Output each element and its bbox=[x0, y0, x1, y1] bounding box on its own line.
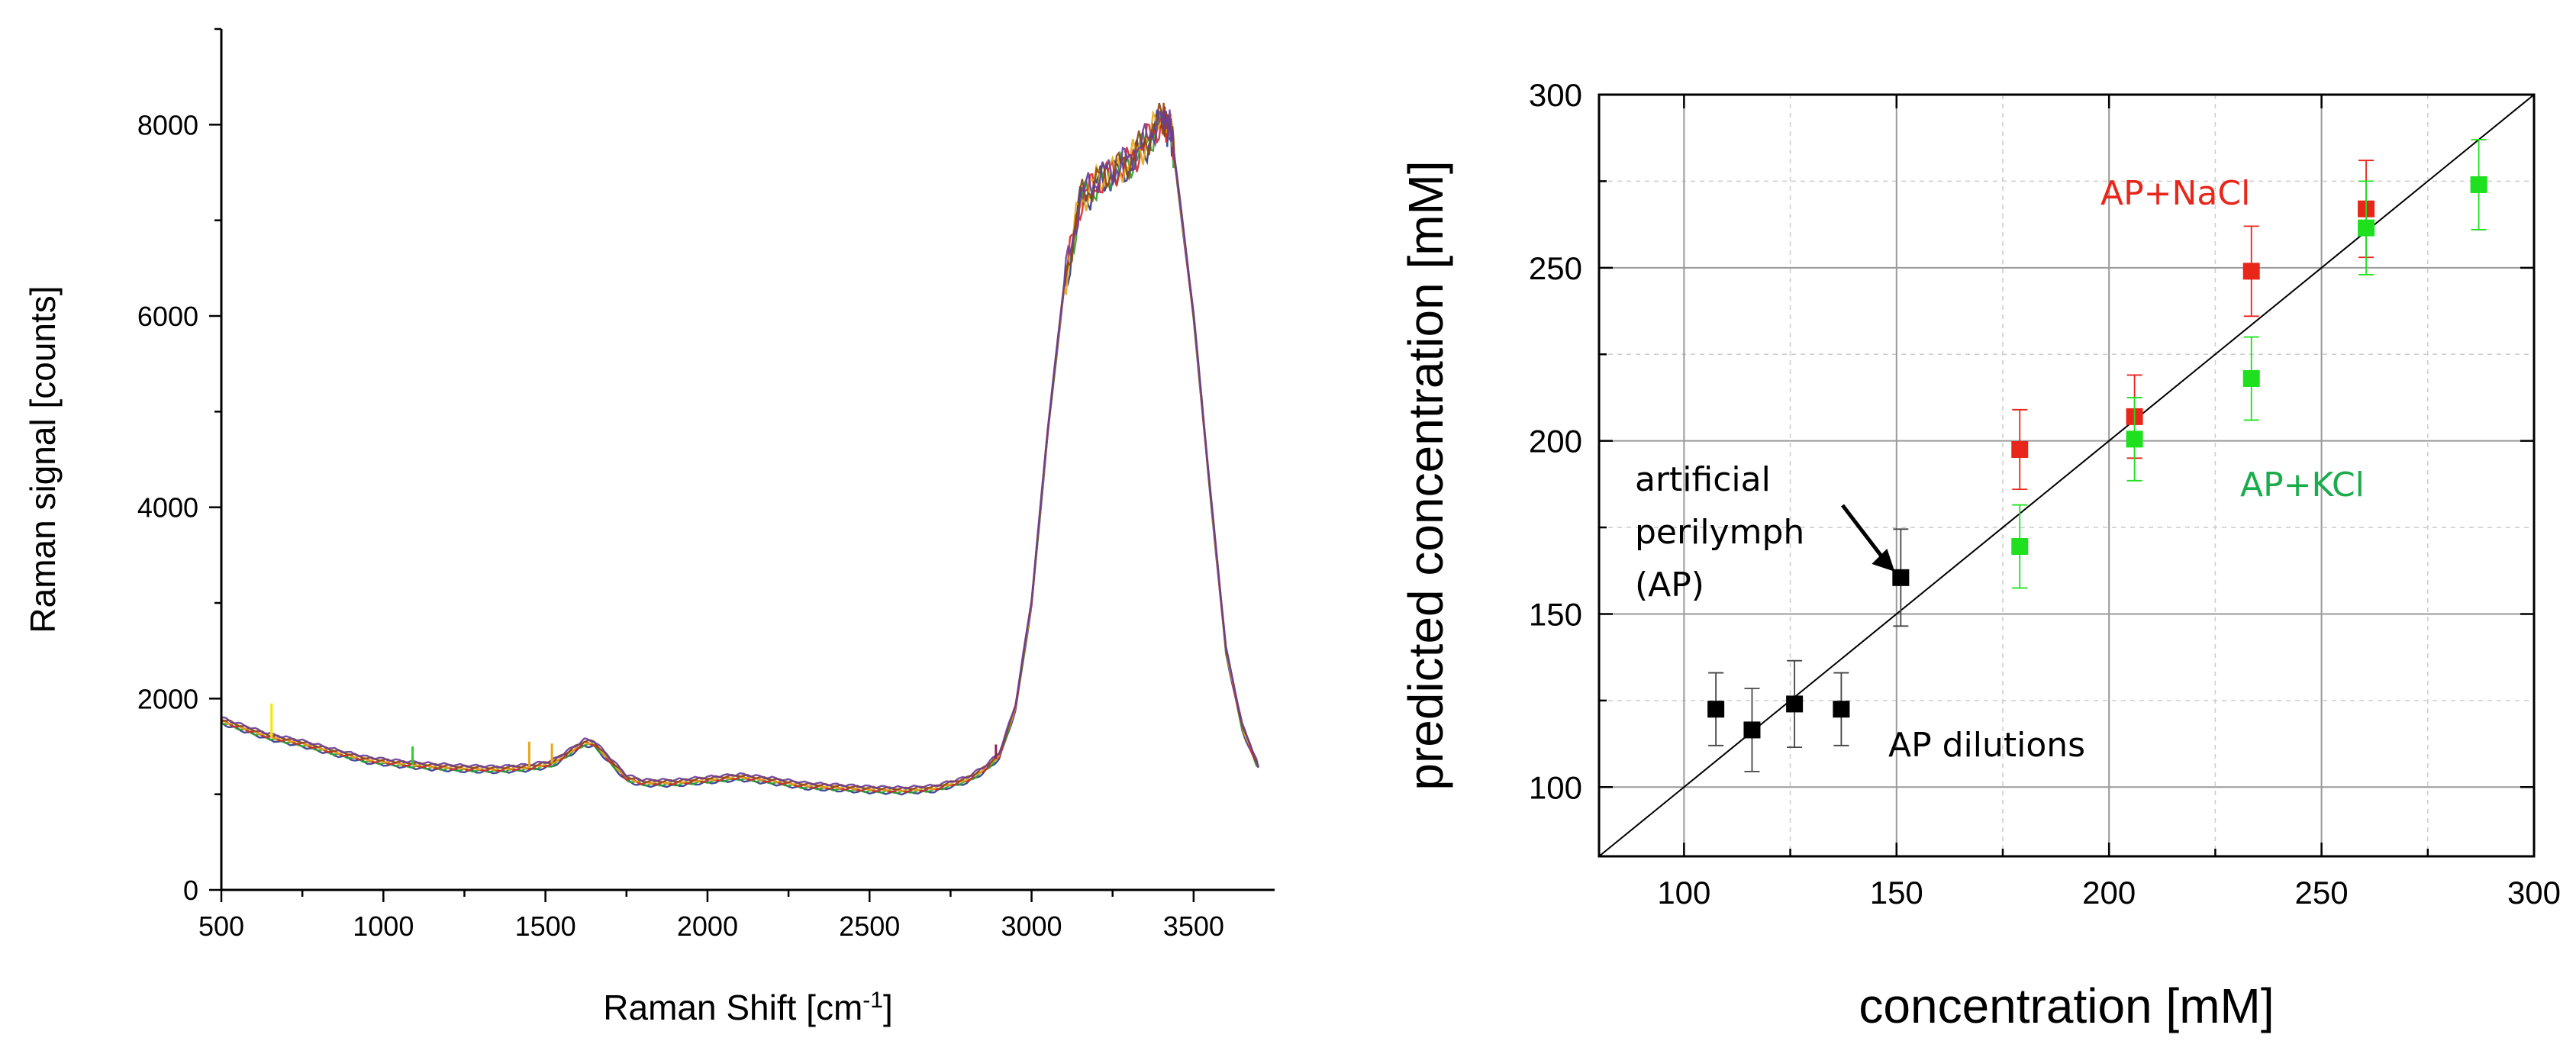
annotation-ap-line1: artificial bbox=[1635, 460, 1771, 499]
spectrum-series-line bbox=[221, 102, 1259, 791]
data-point bbox=[1707, 701, 1725, 718]
spectrum-series-line bbox=[221, 109, 1259, 796]
x-axis-label: concentration [mM] bbox=[1859, 978, 2274, 1033]
data-point bbox=[2242, 263, 2260, 280]
annotation-ap-nacl: AP+NaCl bbox=[2100, 174, 2250, 213]
y-tick-label: 150 bbox=[1529, 596, 1582, 632]
spectrum-series-line bbox=[221, 109, 1259, 790]
annotation-arrowhead bbox=[1872, 548, 1895, 572]
concentration-chart: 100 150 200 250 300 100 150 200 250 300 artificial… bbox=[1398, 77, 2561, 1033]
data-point bbox=[2011, 537, 2029, 555]
spectrum-series-line bbox=[221, 106, 1259, 794]
data-point bbox=[2358, 219, 2375, 237]
x-tick-label: 300 bbox=[2507, 875, 2561, 911]
data-point bbox=[1833, 701, 1850, 718]
spectrum-series-line bbox=[221, 109, 1259, 792]
y-tick-label: 2000 bbox=[137, 683, 198, 714]
x-tick-label: 100 bbox=[1657, 875, 1710, 911]
data-point bbox=[2242, 369, 2260, 387]
data-point bbox=[1743, 721, 1761, 739]
x-tick-label: 2500 bbox=[839, 911, 900, 942]
y-tick-label: 6000 bbox=[137, 301, 198, 332]
x-tick-label: 3500 bbox=[1163, 911, 1224, 942]
spectrum-chart: 500 1000 1500 2000 2500 3000 3500 0 2000 4000 6000… bbox=[23, 27, 1275, 1028]
x-tick-label: 500 bbox=[198, 911, 244, 942]
y-axis-label: Raman signal [counts] bbox=[23, 285, 63, 633]
y-tick-label: 200 bbox=[1529, 424, 1582, 459]
y-tick-label: 100 bbox=[1529, 769, 1582, 805]
data-point bbox=[1892, 569, 1910, 586]
x-tick-label: 200 bbox=[2082, 875, 2136, 911]
spectrum-series-line bbox=[221, 110, 1259, 795]
annotation-ap-line2: perilymph bbox=[1635, 513, 1804, 552]
x-tick-label: 1500 bbox=[515, 911, 576, 942]
x-tick-label: 3000 bbox=[1001, 911, 1062, 942]
x-tick-label: 1000 bbox=[353, 911, 414, 942]
y-tick-label: 8000 bbox=[137, 109, 198, 140]
annotation-ap-kcl: AP+KCl bbox=[2240, 466, 2365, 504]
y-axis-label: predicted concentration [mM] bbox=[1398, 160, 1453, 790]
x-axis-label: Raman Shift [cm-1] bbox=[603, 988, 892, 1028]
y-tick-label: 250 bbox=[1529, 250, 1582, 286]
y-tick-label: 0 bbox=[183, 875, 198, 906]
annotation-ap-line3: (AP) bbox=[1635, 566, 1704, 604]
y-tick-label: 300 bbox=[1529, 77, 1582, 113]
data-point bbox=[1786, 695, 1804, 713]
x-tick-label: 2000 bbox=[677, 911, 738, 942]
annotation-ap-dilutions: AP dilutions bbox=[1888, 726, 2085, 765]
x-tick-label: 250 bbox=[2295, 875, 2349, 911]
y-tick-label: 4000 bbox=[137, 492, 198, 524]
data-point bbox=[2011, 440, 2029, 458]
data-point bbox=[2470, 176, 2487, 193]
data-point bbox=[2126, 430, 2143, 448]
x-tick-label: 150 bbox=[1870, 875, 1923, 911]
plot-frame bbox=[1598, 93, 2536, 858]
